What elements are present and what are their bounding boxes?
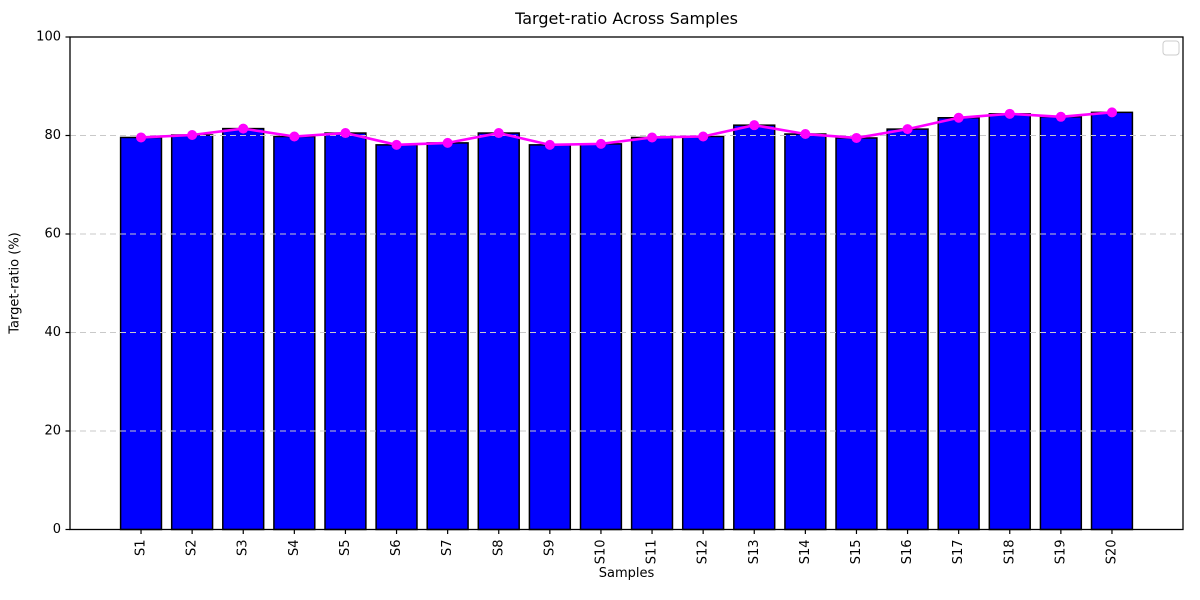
x-tick-label: S10 [593, 540, 608, 565]
y-tick-label: 0 [53, 522, 61, 537]
x-tick-label: S14 [798, 540, 813, 565]
data-point-marker [340, 128, 351, 139]
legend-box [1162, 40, 1180, 56]
bar [835, 137, 878, 531]
data-point-marker [442, 137, 453, 148]
y-tick-label: 80 [44, 128, 61, 143]
y-tick-label: 100 [36, 30, 61, 45]
x-tick-label: S8 [491, 540, 506, 557]
data-point-marker [1004, 108, 1015, 119]
x-tick-label: S2 [185, 540, 200, 557]
x-tick-label: S1 [134, 540, 149, 557]
x-tick-label: S12 [696, 540, 711, 565]
bar [375, 144, 418, 531]
axes-spines [69, 36, 1184, 531]
bar [937, 117, 980, 531]
data-point-marker [1106, 107, 1117, 118]
data-point-marker [238, 123, 249, 134]
chart-title: Target-ratio Across Samples [515, 9, 738, 28]
data-point-marker [391, 139, 402, 150]
bar [222, 127, 265, 531]
bar [579, 143, 623, 531]
y-tick-label: 20 [44, 424, 61, 439]
data-point-marker [647, 132, 658, 143]
data-point-marker [749, 120, 760, 131]
bar [1039, 116, 1083, 531]
data-point-marker [902, 124, 913, 135]
x-tick-label: S18 [1002, 540, 1017, 565]
data-point-marker [953, 112, 964, 123]
x-tick-label: S11 [645, 540, 660, 565]
bar [528, 144, 572, 531]
data-point-marker [851, 132, 862, 143]
bar [426, 142, 469, 531]
x-tick-label: S3 [236, 540, 251, 557]
bar [733, 124, 776, 531]
data-point-marker [595, 138, 606, 149]
data-point-marker [493, 128, 504, 139]
bar [1090, 111, 1134, 531]
x-tick-label: S15 [849, 540, 864, 565]
bar [630, 136, 674, 531]
x-tick-label: S9 [542, 540, 557, 557]
bar [324, 132, 367, 531]
bar [988, 113, 1031, 531]
bar [784, 133, 827, 531]
data-point-marker [1055, 111, 1066, 122]
data-point-marker [289, 131, 300, 142]
data-point-marker [800, 129, 811, 140]
x-tick-label: S17 [951, 540, 966, 565]
x-tick-label: S4 [287, 540, 302, 557]
data-line [139, 111, 1114, 147]
x-tick-label: S16 [900, 540, 915, 565]
x-tick-label: S6 [389, 540, 404, 557]
bar [477, 132, 520, 531]
x-tick-label: S5 [338, 540, 353, 557]
data-point-marker [544, 139, 555, 150]
x-tick-label: S7 [440, 540, 455, 557]
y-tick-label: 60 [44, 227, 61, 242]
x-axis-label: Samples [598, 566, 655, 581]
x-tick-label: S13 [747, 540, 762, 565]
bar [886, 128, 929, 531]
bar [119, 136, 163, 531]
x-tick-label: S19 [1053, 540, 1068, 565]
data-point-marker [698, 131, 709, 142]
data-point-marker [136, 132, 147, 143]
y-tick-label: 40 [44, 325, 61, 340]
data-point-marker [187, 130, 198, 141]
x-tick-label: S20 [1104, 540, 1119, 565]
